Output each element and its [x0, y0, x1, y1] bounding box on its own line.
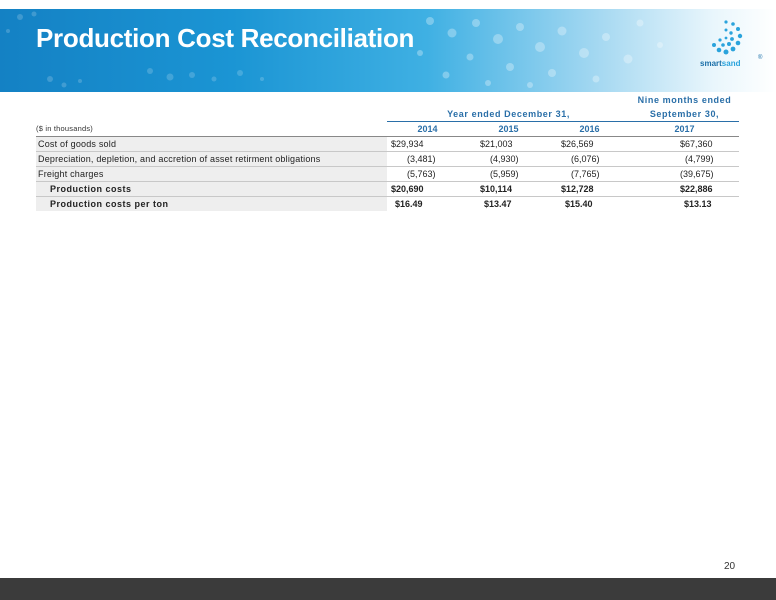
- table-cell: $13.47: [484, 199, 512, 209]
- table-cell: $16.49: [395, 199, 423, 209]
- table-row: Depreciation, depletion, and accretion o…: [36, 151, 739, 167]
- row-label: Cost of goods sold: [36, 136, 387, 152]
- units-label: ($ in thousands): [36, 121, 387, 137]
- table-cell: $12,728: [549, 181, 630, 197]
- footer-bar: [0, 578, 776, 600]
- table-cell: $22,886: [630, 181, 739, 197]
- reconciliation-table: Nine months ended Year ended December 31…: [36, 93, 739, 211]
- table-cell: (6,076): [549, 151, 630, 167]
- table-cell: (4,799): [630, 151, 739, 167]
- table-cell: (4,930): [468, 151, 549, 167]
- table-cell: $29,934: [387, 136, 468, 152]
- table-cell: (5,959): [468, 166, 549, 182]
- column-header-2017: 2017: [630, 121, 739, 137]
- logo-trademark: ®: [758, 55, 763, 61]
- decorative-dots: [6, 11, 663, 88]
- logo-swirl-icon: [712, 20, 743, 55]
- year-ended-header: Year ended December 31,: [387, 107, 630, 122]
- table-cell: $15.40: [565, 199, 593, 209]
- smartsand-logo: smartsand ®: [700, 18, 762, 72]
- table-row: Production costs $20,690 $10,114 $12,728…: [36, 181, 739, 197]
- row-label: Freight charges: [36, 166, 387, 182]
- table-cell: $10,114: [468, 181, 549, 197]
- row-label: Depreciation, depletion, and accretion o…: [36, 151, 387, 167]
- table-cell: (5,763): [387, 166, 468, 182]
- column-header-2014: 2014: [387, 121, 468, 137]
- table-cell: $20,690: [387, 181, 468, 197]
- table-row: Production costs per ton $16.49 $13.47 $…: [36, 196, 739, 211]
- table-cell: $67,360: [630, 136, 739, 152]
- header-row-years: ($ in thousands) 2014 2015 2016 2017: [36, 121, 739, 137]
- table-cell: (7,765): [549, 166, 630, 182]
- column-header-2015: 2015: [468, 121, 549, 137]
- nine-months-header: Nine months ended: [637, 95, 732, 105]
- table-cell: (39,675): [630, 166, 739, 182]
- row-label: Production costs per ton: [36, 196, 387, 211]
- page-number: 20: [724, 561, 736, 572]
- header-row-group: Year ended December 31, September 30,: [36, 107, 739, 122]
- title-banner: Production Cost Reconciliation: [0, 9, 776, 92]
- table-cell: $26,569: [549, 136, 630, 152]
- header-row-nine-months: Nine months ended: [36, 93, 739, 107]
- table-cell: $13.13: [684, 199, 712, 209]
- table-cell: $21,003: [468, 136, 549, 152]
- table-row: Freight charges (5,763) (5,959) (7,765) …: [36, 166, 739, 182]
- september-header: September 30,: [630, 107, 739, 122]
- column-header-2016: 2016: [549, 121, 630, 137]
- table-row: Cost of goods sold $29,934 $21,003 $26,5…: [36, 136, 739, 152]
- table-cell: (3,481): [387, 151, 468, 167]
- row-label: Production costs: [36, 181, 387, 197]
- page-title: Production Cost Reconciliation: [36, 23, 415, 53]
- logo-wordmark: smartsand: [700, 59, 741, 68]
